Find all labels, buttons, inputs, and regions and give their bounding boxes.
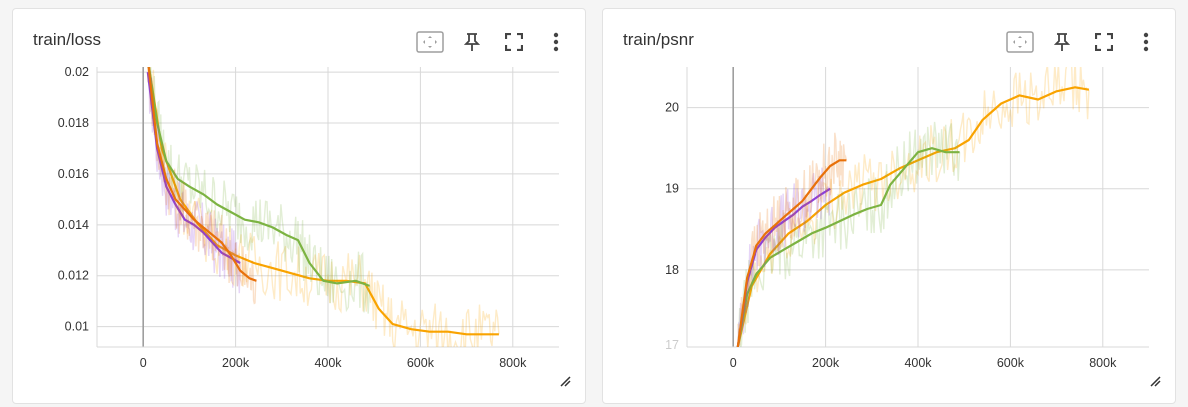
x-tick-label: 400k — [314, 356, 342, 370]
y-tick-label: 20 — [665, 101, 679, 115]
x-tick-label: 400k — [904, 356, 932, 370]
pin-button[interactable] — [1047, 27, 1077, 57]
series-raw-line — [737, 67, 1090, 341]
y-tick-label: 0.016 — [58, 167, 89, 181]
series-smoothed-line[interactable] — [736, 187, 831, 347]
x-tick-label: 600k — [407, 356, 435, 370]
y-tick-label: 17 — [665, 338, 679, 352]
series-smoothed-line[interactable] — [146, 71, 241, 264]
more-options-button[interactable] — [1131, 27, 1161, 57]
x-tick-label: 0 — [140, 356, 147, 370]
pin-button[interactable] — [457, 27, 487, 57]
fit-domain-icon — [416, 31, 444, 53]
series-smoothed-line[interactable] — [736, 86, 1090, 347]
x-tick-label: 200k — [222, 356, 250, 370]
fit-domain-button[interactable] — [415, 27, 445, 57]
fit-domain-icon — [1006, 31, 1034, 53]
chart-title: train/psnr — [623, 30, 694, 49]
chart-card-train-loss: train/loss 0.01 0.012 0.014 0.016 0.018 0.02 0… — [12, 8, 586, 404]
loss-chart-plot[interactable]: 0.01 0.012 0.014 0.016 0.018 0.02 0 200k 400k 600… — [13, 9, 585, 403]
series-smoothed-line[interactable] — [736, 159, 847, 347]
series-raw-line — [147, 67, 258, 305]
series-raw-line — [737, 121, 961, 347]
x-tick-label: 800k — [1089, 356, 1117, 370]
pin-icon — [1054, 33, 1070, 51]
pin-icon — [464, 33, 480, 51]
y-tick-label: 18 — [665, 263, 679, 277]
chart-card-train-psnr: train/psnr 17 18 19 20 0 200k 400k 600k 800k — [602, 8, 1176, 404]
more-options-button[interactable] — [541, 27, 571, 57]
series-raw-line — [148, 67, 500, 347]
x-tick-label: 0 — [730, 356, 737, 370]
more-vert-icon — [553, 32, 559, 52]
y-tick-label: 0.01 — [65, 320, 89, 334]
chart-toolbar — [415, 27, 571, 57]
fullscreen-icon — [505, 33, 523, 51]
more-vert-icon — [1143, 32, 1149, 52]
fullscreen-button[interactable] — [1089, 27, 1119, 57]
y-tick-label: 0.012 — [58, 269, 89, 283]
y-tick-label: 0.018 — [58, 116, 89, 130]
x-tick-label: 200k — [812, 356, 840, 370]
chart-toolbar — [1005, 27, 1161, 57]
resize-handle-icon[interactable] — [559, 375, 571, 387]
fullscreen-button[interactable] — [499, 27, 529, 57]
series-smoothed-line[interactable] — [736, 147, 960, 347]
resize-handle-icon[interactable] — [1149, 375, 1161, 387]
y-tick-label: 0.02 — [65, 65, 89, 79]
fullscreen-icon — [1095, 33, 1113, 51]
y-tick-label: 19 — [665, 182, 679, 196]
grid — [686, 67, 1149, 348]
x-tick-label: 800k — [499, 356, 527, 370]
x-tick-label: 600k — [997, 356, 1025, 370]
grid — [96, 67, 559, 348]
series-raw-line — [147, 67, 371, 314]
series-smoothed-line[interactable] — [147, 59, 257, 282]
psnr-chart-plot[interactable]: 17 18 19 20 0 200k 400k 600k 800k — [603, 9, 1175, 403]
series-smoothed-line[interactable] — [147, 59, 370, 287]
y-tick-label: 0.014 — [58, 218, 89, 232]
fit-domain-button[interactable] — [1005, 27, 1035, 57]
chart-title: train/loss — [33, 30, 102, 49]
